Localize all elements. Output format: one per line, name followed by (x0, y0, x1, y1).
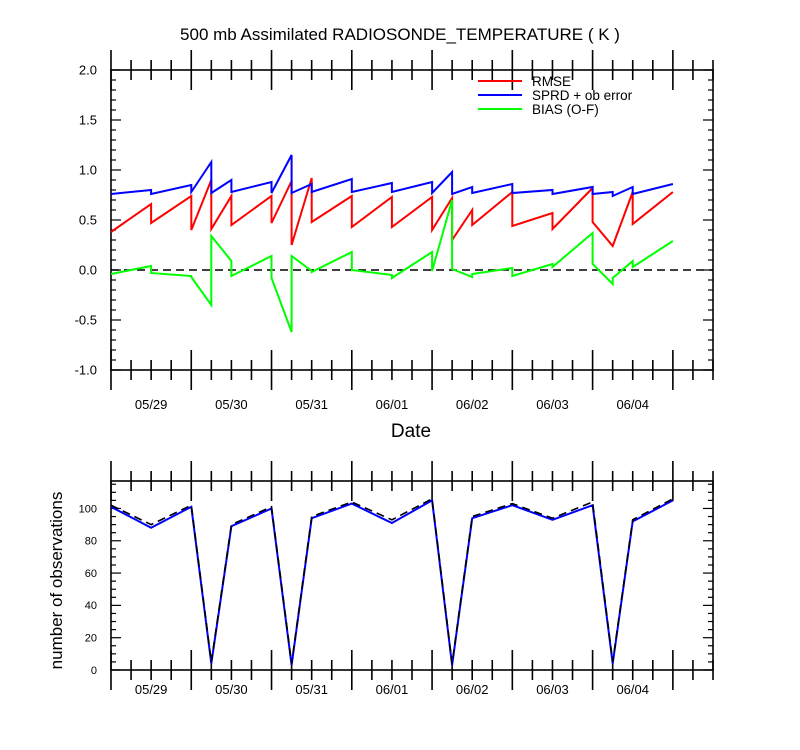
x-tick-label: 06/04 (616, 682, 649, 697)
y-tick-label: -1.0 (75, 363, 97, 378)
y-tick-label: 0.0 (79, 263, 97, 278)
y-axis-label: number of observations (47, 492, 66, 670)
y-tick-label: 2.0 (79, 63, 97, 78)
chart-panel-1: -1.0 -0.5 0.0 0.5 1.0 1.5 2.0 05/29 05/30 05/31 06… (75, 25, 714, 442)
x-tick-label: 05/29 (135, 682, 168, 697)
series-line-observations-total (110, 497, 674, 664)
legend-label: BIAS (O-F) (532, 102, 599, 117)
y-tick-label: 0.5 (79, 213, 97, 228)
x-tick-label: 06/03 (536, 682, 569, 697)
series-line-observations-assimilated (110, 498, 674, 666)
x-tick-label: 06/01 (376, 397, 409, 412)
x-tick-label: 05/30 (215, 682, 248, 697)
series-line-bias-o-f (110, 199, 674, 333)
legend-label: SPRD + ob error (532, 88, 633, 103)
x-tick-label: 06/02 (456, 682, 489, 697)
x-tick-label: 05/29 (135, 397, 168, 412)
series-line-rmse (110, 177, 674, 248)
y-tick-label: 80 (85, 536, 97, 548)
y-tick-label: 100 (79, 503, 97, 515)
y-tick-label: 1.0 (79, 163, 97, 178)
y-tick-label: 40 (85, 600, 97, 612)
y-tick-label: -0.5 (75, 313, 97, 328)
x-tick-label: 06/04 (616, 397, 649, 412)
x-tick-label: 05/31 (295, 682, 328, 697)
y-tick-label: 60 (85, 568, 97, 580)
x-tick-label: 05/30 (215, 397, 248, 412)
x-tick-label: 05/31 (295, 397, 328, 412)
y-tick-label: 20 (85, 633, 97, 645)
x-tick-label: 06/02 (456, 397, 489, 412)
x-tick-label: 06/03 (536, 397, 569, 412)
chart-title: 500 mb Assimilated RADIOSONDE_TEMPERATUR… (180, 25, 620, 44)
legend-label: RMSE (532, 74, 571, 89)
x-axis-label: Date (391, 421, 431, 442)
series-line-sprd-ob-error (110, 154, 674, 198)
y-tick-label: 0 (91, 665, 97, 677)
x-tick-label: 06/01 (376, 682, 409, 697)
chart-panel-2: 0 20 40 60 80 100 05/29 05/30 05/31 06/01 06/02 06/… (47, 461, 714, 697)
y-tick-label: 1.5 (79, 113, 97, 128)
